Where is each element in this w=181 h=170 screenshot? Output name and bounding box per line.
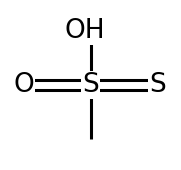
Text: S: S bbox=[149, 72, 166, 98]
Text: OH: OH bbox=[65, 18, 105, 44]
Text: S: S bbox=[82, 72, 99, 98]
Text: O: O bbox=[13, 72, 34, 98]
